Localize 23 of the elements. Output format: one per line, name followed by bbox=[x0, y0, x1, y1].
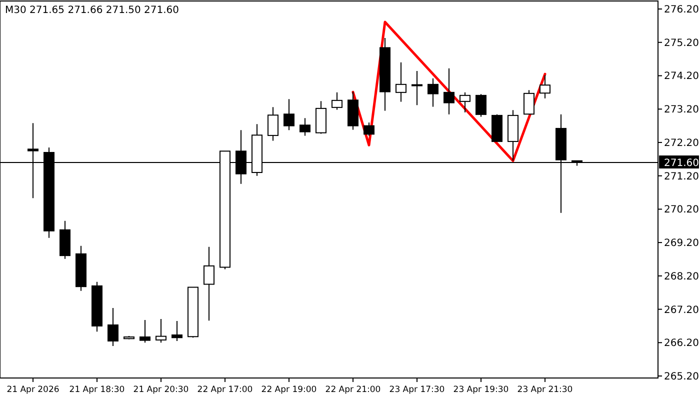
ref-line-label: 271.60 bbox=[664, 158, 699, 169]
x-tick-label: 22 Apr 17:00 bbox=[197, 385, 253, 395]
x-tick-label: 22 Apr 19:00 bbox=[261, 385, 317, 395]
y-tick-label: 276.20 bbox=[664, 4, 699, 16]
x-tick-label: 23 Apr 21:30 bbox=[517, 385, 573, 395]
y-tick-label: 267.20 bbox=[664, 304, 699, 316]
y-tick-label: 273.20 bbox=[664, 104, 699, 116]
y-tick-label: 275.20 bbox=[664, 38, 699, 49]
y-tick-label: 269.20 bbox=[664, 238, 699, 250]
y-tick-label: 271.20 bbox=[664, 171, 699, 182]
chart-title: M30 271.65 271.66 271.50 271.60 bbox=[5, 5, 180, 16]
y-tick-label: 270.20 bbox=[664, 204, 699, 216]
x-tick-label: 22 Apr 21:00 bbox=[325, 385, 381, 395]
y-tick-label: 272.20 bbox=[664, 138, 699, 149]
y-tick-label: 265.20 bbox=[664, 372, 699, 382]
y-tick-label: 266.20 bbox=[664, 338, 699, 350]
y-tick-label: 268.20 bbox=[664, 271, 699, 282]
x-tick-label: 23 Apr 19:30 bbox=[453, 385, 509, 395]
x-tick-label: 21 Apr 2026 bbox=[6, 385, 60, 395]
x-tick-label: 21 Apr 20:30 bbox=[133, 385, 189, 395]
y-tick-label: 274.20 bbox=[664, 71, 699, 82]
x-tick-label: 23 Apr 17:30 bbox=[389, 385, 445, 395]
x-tick-label: 21 Apr 18:30 bbox=[69, 385, 125, 395]
